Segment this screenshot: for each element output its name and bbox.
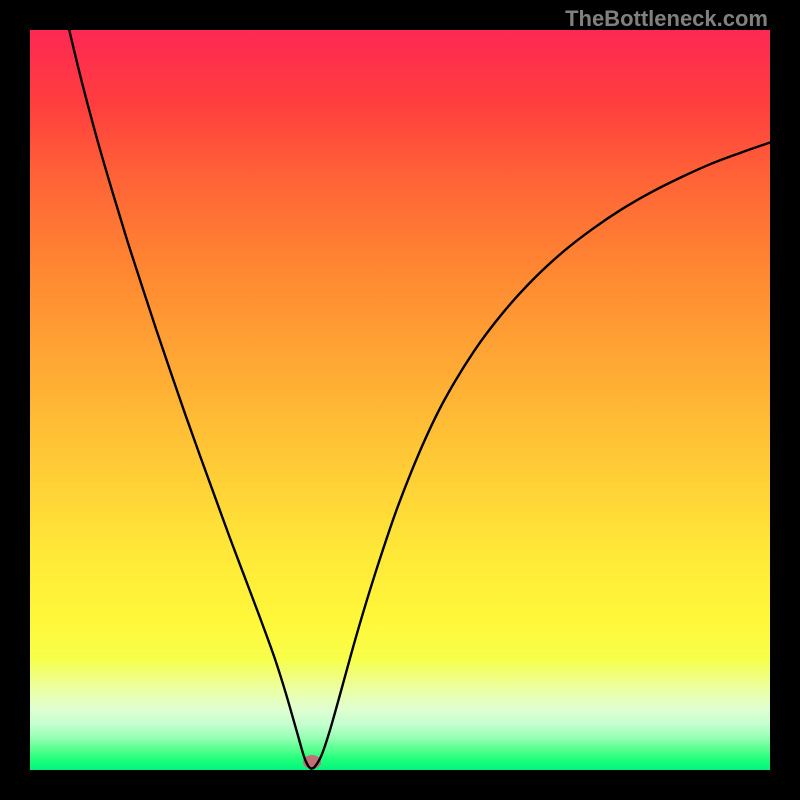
plot-area [30,30,770,770]
chart-canvas: TheBottleneck.com [0,0,800,800]
bottleneck-curve [30,30,770,770]
watermark-text: TheBottleneck.com [565,6,768,32]
